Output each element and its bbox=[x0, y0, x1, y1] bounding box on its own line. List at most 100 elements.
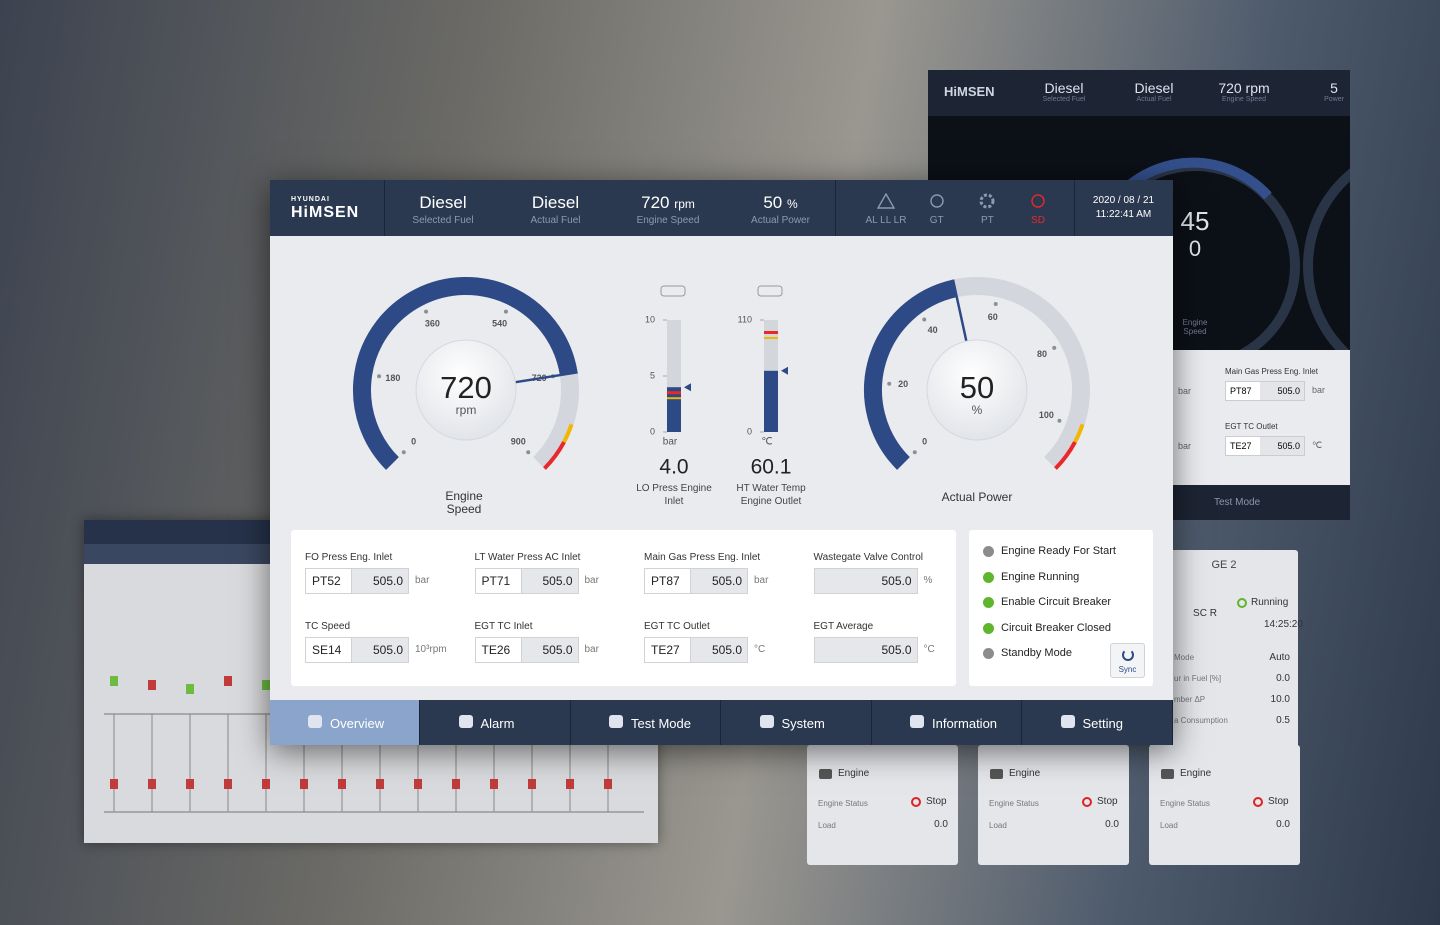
sync-button[interactable]: Sync bbox=[1110, 643, 1145, 678]
breaker bbox=[148, 680, 156, 690]
field-label: EGT TC Inlet bbox=[474, 621, 533, 632]
remote-field-unit: ℃ bbox=[1312, 440, 1323, 450]
field-label: EGT TC Outlet bbox=[644, 621, 710, 632]
ge-row-label: a Consumption bbox=[1174, 716, 1228, 725]
nav-item[interactable]: Information bbox=[872, 700, 1022, 745]
gauge-value: 720 bbox=[440, 370, 492, 405]
engine-icon bbox=[1161, 769, 1174, 779]
engine-load: 0.0 bbox=[1105, 819, 1119, 830]
field-label: Main Gas Press Eng. Inlet bbox=[644, 552, 761, 563]
breaker bbox=[338, 779, 346, 789]
nav-item[interactable]: Test Mode bbox=[571, 700, 721, 745]
gauge-tick bbox=[887, 381, 892, 386]
engine-title: Engine bbox=[1180, 768, 1212, 779]
header-stat: 720 rpm Engine Speed bbox=[612, 193, 724, 226]
field-box: PT52 505.0 bbox=[305, 568, 409, 594]
gauge-tick bbox=[912, 450, 917, 455]
bar-icon bbox=[757, 285, 783, 297]
remote-field-label: Main Gas Press Eng. Inlet bbox=[1225, 367, 1318, 376]
remote-stat: 720 rpm Engine Speed bbox=[1199, 80, 1289, 103]
instrument-area: 0180360540720900720rpm02040608010050%051… bbox=[353, 277, 1090, 479]
field-card: FO Press Eng. Inlet PT52 505.0 bar LT Water … bbox=[291, 530, 956, 686]
brand-top: HYUNDAI bbox=[291, 196, 330, 203]
status-dot bbox=[983, 546, 994, 557]
field-label: EGT Average bbox=[813, 621, 874, 632]
nav-icon bbox=[458, 715, 473, 728]
bar-warning-stripe bbox=[764, 337, 778, 339]
nav-label: Alarm bbox=[480, 716, 515, 731]
bar-pointer bbox=[781, 366, 788, 375]
engine-load: 0.0 bbox=[1276, 819, 1290, 830]
ge-row-value: 0.5 bbox=[1276, 715, 1290, 726]
remote-stat: Diesel Selected Fuel bbox=[1019, 80, 1109, 103]
sync-icon bbox=[1122, 649, 1134, 661]
nav-item[interactable]: Alarm bbox=[420, 700, 571, 745]
gauge-tick bbox=[1057, 418, 1062, 423]
bar-label: HT Water Temp Engine Outlet bbox=[736, 483, 806, 507]
gauge-tick-label: 540 bbox=[492, 318, 507, 328]
field-box: TE26 505.0 bbox=[474, 637, 579, 663]
field-tag: PT87 bbox=[645, 569, 691, 593]
ge-row-value: 0.0 bbox=[1276, 673, 1290, 684]
gauge-needle bbox=[951, 279, 968, 342]
header-bar: HYUNDAI HiMSEN Diesel Selected Fuel Diesel Ac… bbox=[270, 180, 1173, 236]
engine-title: Engine bbox=[1009, 768, 1041, 779]
ge-title: GE 2 bbox=[1211, 559, 1237, 571]
remote-header bbox=[928, 70, 1350, 116]
nav-item[interactable]: Setting bbox=[1022, 700, 1173, 745]
field-value: 505.0 bbox=[372, 643, 403, 657]
status-label: Circuit Breaker Closed bbox=[1001, 621, 1112, 634]
breaker bbox=[262, 779, 270, 789]
remote-stat: Diesel Actual Fuel bbox=[1109, 80, 1199, 103]
breaker bbox=[376, 779, 384, 789]
status-card: Engine Ready For Start Engine Running Enab… bbox=[969, 530, 1153, 686]
engine-load: 0.0 bbox=[934, 819, 948, 830]
nav-item[interactable]: System bbox=[721, 700, 872, 745]
ge-row-label: Mode bbox=[1174, 653, 1195, 662]
bar-label: LO Press Engine Inlet bbox=[636, 483, 712, 507]
breaker bbox=[186, 779, 194, 789]
remote-field-unit: bar bbox=[1312, 385, 1326, 395]
status-dot bbox=[983, 597, 994, 608]
field-value: 505.0 bbox=[542, 574, 573, 588]
status-label: Engine Running bbox=[1001, 570, 1080, 583]
gauge-value-arc bbox=[864, 279, 957, 470]
indicator-icon bbox=[1031, 194, 1045, 208]
bar-alarm-stripe bbox=[764, 331, 778, 334]
engine-icon bbox=[990, 769, 1003, 779]
gauge-tick-label: 0 bbox=[411, 437, 416, 447]
bar-tick-label: 5 bbox=[650, 370, 655, 380]
header-date: 2020 / 08 / 21 bbox=[1092, 195, 1155, 206]
indicator-icon bbox=[877, 193, 895, 209]
header-stat-label: Engine Speed bbox=[636, 215, 700, 226]
header-time: 11:22:41 AM bbox=[1095, 209, 1152, 220]
nav-item[interactable]: Overview bbox=[270, 700, 420, 745]
ge-state-dot bbox=[1237, 598, 1247, 608]
nav-label: Setting bbox=[1082, 716, 1123, 731]
bar-unit: bar bbox=[663, 437, 678, 448]
engine-icon bbox=[819, 769, 832, 779]
gauge-unit: rpm bbox=[456, 403, 477, 417]
header-stat-unit: % bbox=[786, 197, 798, 211]
ge-row-label: mber ΔP bbox=[1174, 695, 1206, 704]
bar-tick-label: 10 bbox=[645, 314, 655, 324]
remote-field-value: 505.0 bbox=[1277, 386, 1300, 396]
remote-stat: 5 Power bbox=[1289, 80, 1350, 103]
header-stat-number: Diesel bbox=[419, 193, 467, 212]
header-stat-value: Diesel bbox=[387, 193, 499, 213]
indicator-label: AL LL LR bbox=[865, 215, 907, 226]
remote-brand: HiMSEN bbox=[944, 84, 995, 99]
remote-dial-2 bbox=[1303, 168, 1350, 356]
remote-stat-label: Actual Fuel bbox=[1136, 96, 1172, 103]
remote-partial-unit: bar bbox=[1178, 441, 1192, 451]
gauge-tick-label: 20 bbox=[898, 379, 908, 389]
header-stat-number: Diesel bbox=[531, 193, 580, 212]
field-tag: PT52 bbox=[306, 569, 352, 593]
field-box: TE27 505.0 bbox=[644, 637, 748, 663]
engine-status-label: Engine Status bbox=[818, 799, 868, 808]
status-label: Engine Ready For Start bbox=[1001, 545, 1116, 557]
field-unit: % bbox=[923, 575, 933, 586]
status-dot bbox=[983, 571, 994, 583]
gauge-tick bbox=[424, 309, 429, 314]
field-box: SE14 505.0 bbox=[305, 637, 409, 663]
